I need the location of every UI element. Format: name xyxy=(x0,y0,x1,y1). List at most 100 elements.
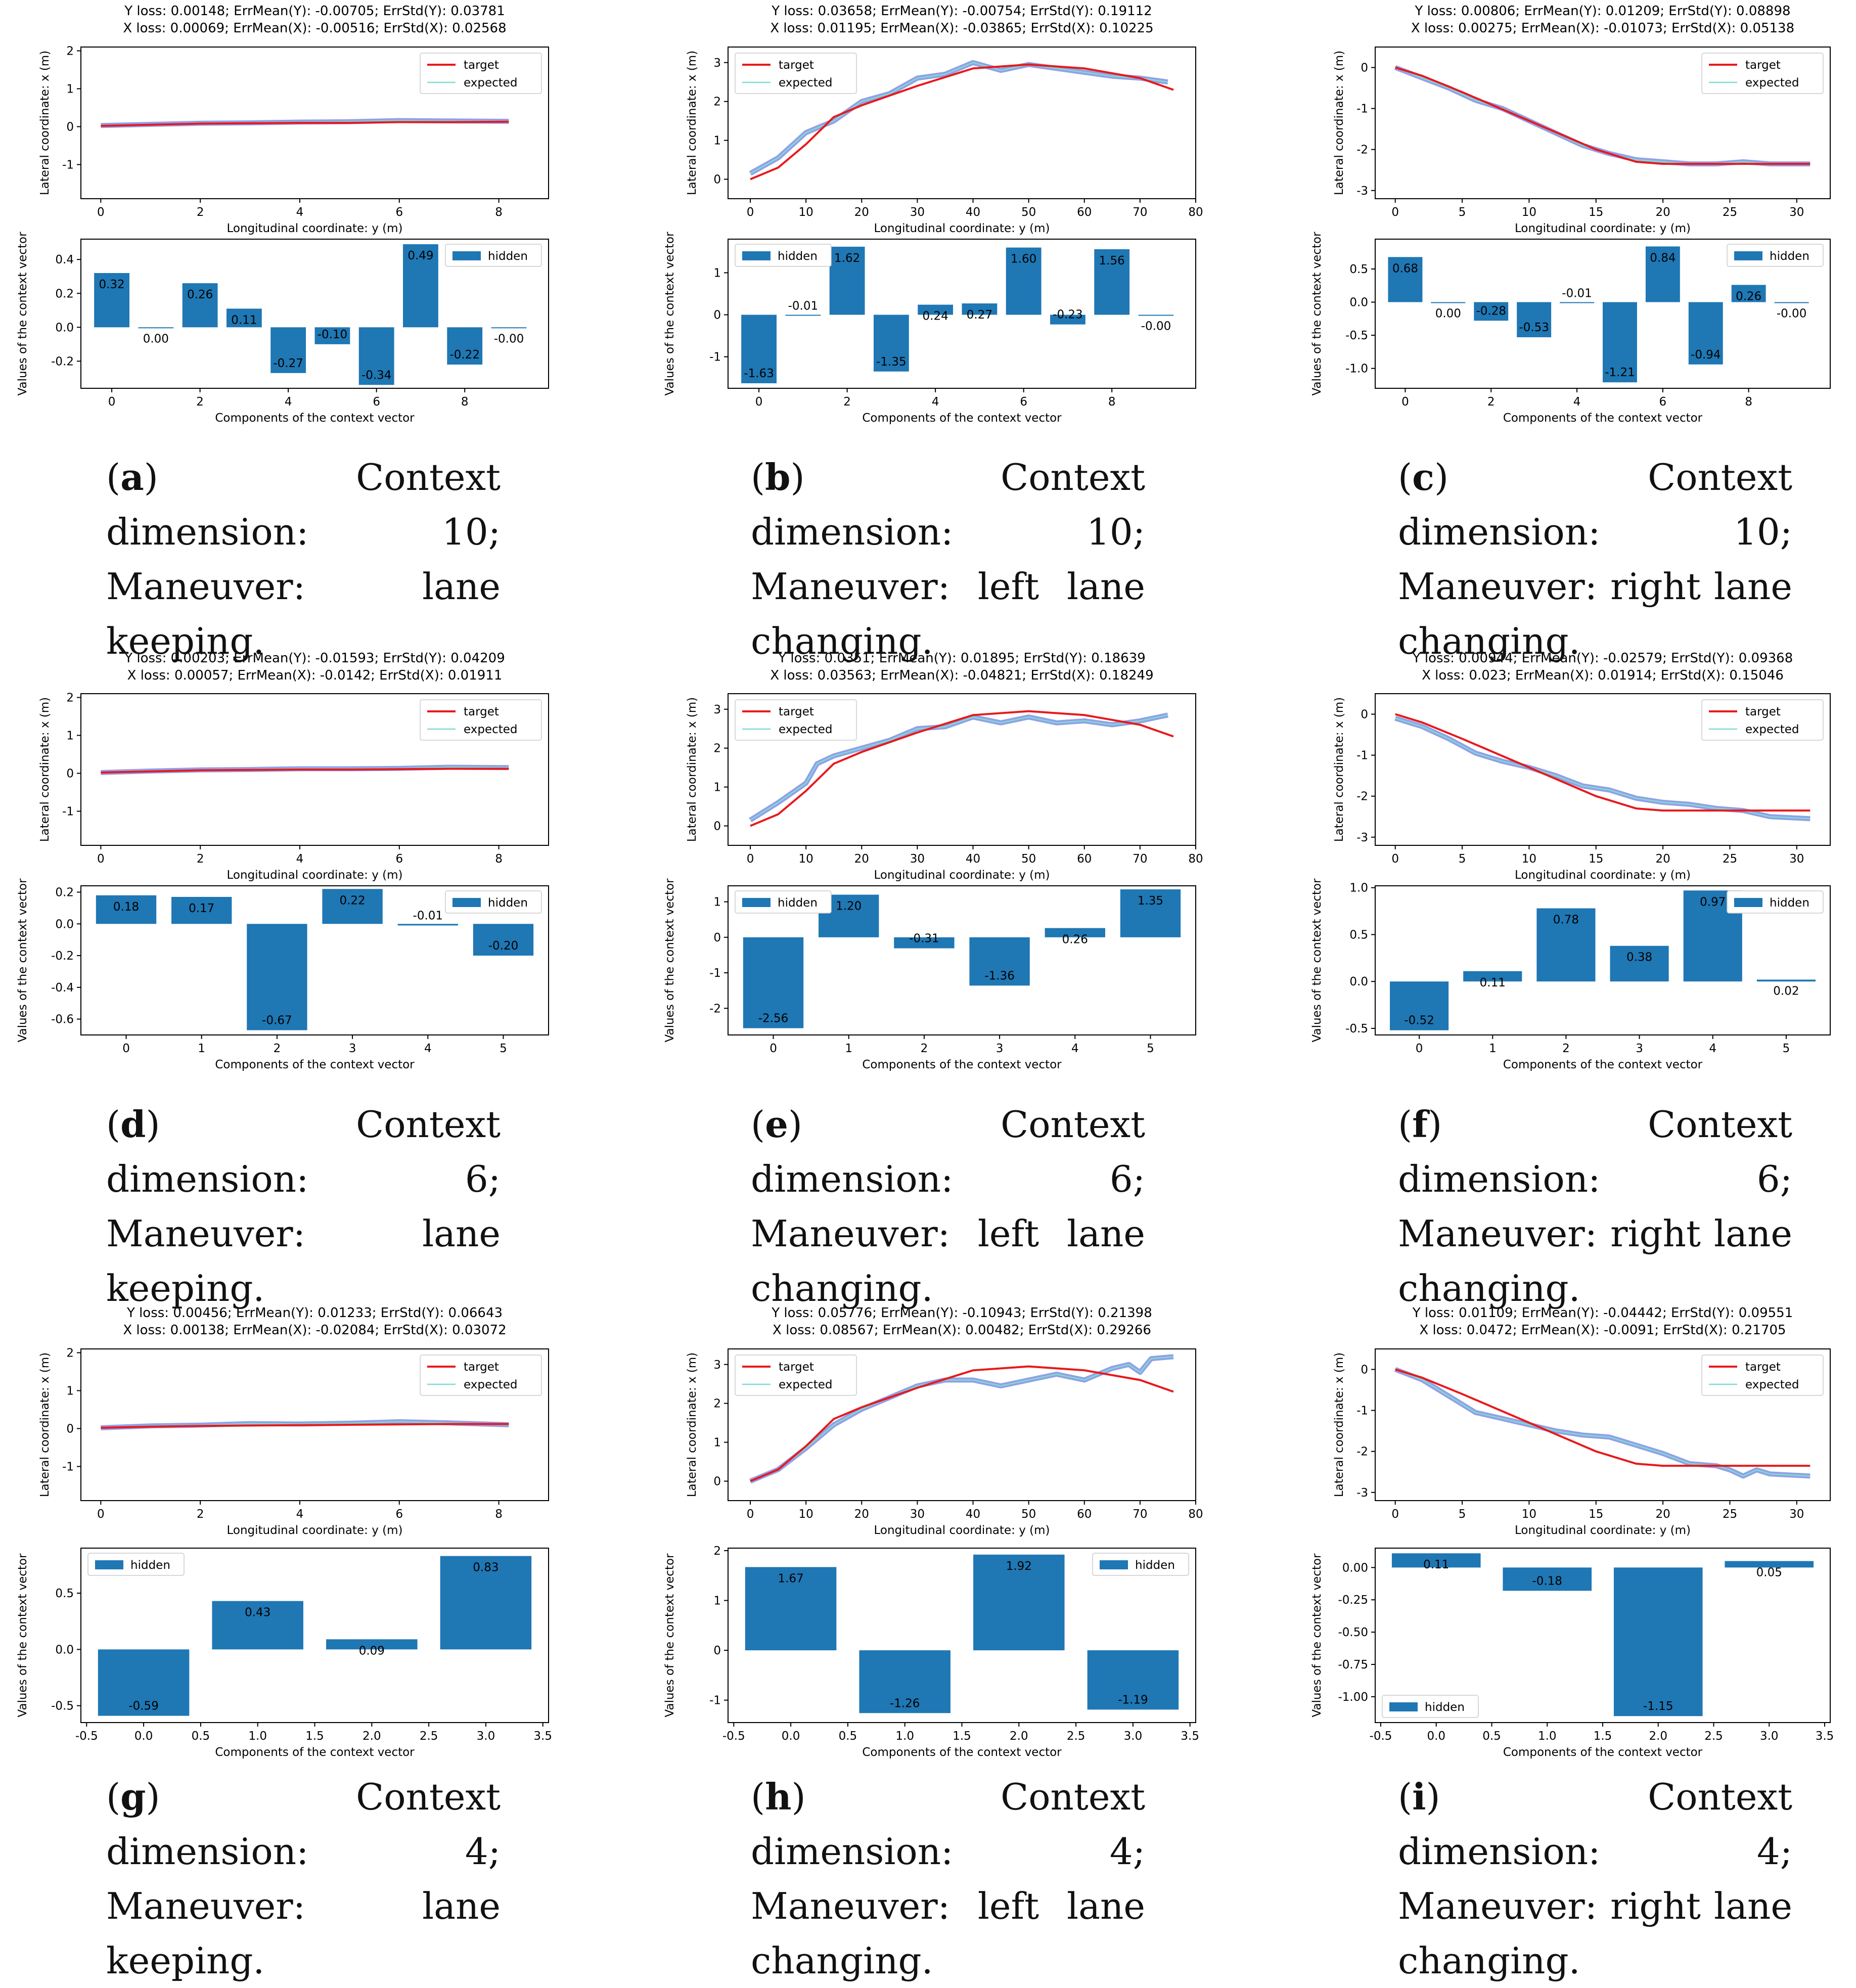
panel-title-line-1: Y loss: 0.00203; ErrMean(Y): -0.01593; E… xyxy=(124,651,505,666)
y-tick-label: -0.25 xyxy=(1338,1594,1368,1607)
bar-8 xyxy=(1731,285,1766,302)
panel-caption: (e) Context dimension: 6; Maneuver: left… xyxy=(751,1097,1145,1316)
y-tick-label: 1 xyxy=(713,266,721,280)
y-tick-label: -1 xyxy=(709,1694,721,1707)
y-tick-label: -3 xyxy=(1356,831,1368,844)
caption-paren-open: ( xyxy=(751,1776,765,1818)
y-tick-label: -0.2 xyxy=(51,355,74,368)
y-axis-label: Lateral coordinate: x (m) xyxy=(686,51,699,195)
bar-value-label: -0.59 xyxy=(128,1700,159,1713)
legend-hidden-label: hidden xyxy=(1425,1701,1465,1714)
caption-text: Context dimension: 4; Maneuver: left lan… xyxy=(751,1776,1145,1982)
x-tick-label: 3.0 xyxy=(1124,1730,1143,1743)
legend-target-label: target xyxy=(1745,1361,1781,1374)
y-tick-label: -0.5 xyxy=(1345,329,1368,342)
bar-2 xyxy=(973,1554,1065,1651)
y-tick-label: 0 xyxy=(713,309,721,322)
bar-value-label: 0.43 xyxy=(245,1606,270,1619)
bar-3 xyxy=(226,308,262,328)
y-axis-label: Lateral coordinate: x (m) xyxy=(38,1352,52,1497)
caption-paren-open: ( xyxy=(106,1103,121,1146)
y-tick-label: 3 xyxy=(713,703,721,716)
target-line xyxy=(101,1423,509,1429)
x-tick-label: 50 xyxy=(1021,1508,1036,1521)
x-tick-label: 0 xyxy=(97,206,105,219)
bar-value-label: -1.35 xyxy=(876,355,907,369)
figure: Y loss: 0.00148; ErrMean(Y): -0.00705; E… xyxy=(16,4,1834,1982)
y-axis-label: Lateral coordinate: x (m) xyxy=(1333,1352,1346,1497)
bar-value-label: -0.22 xyxy=(449,348,480,362)
y-tick-label: -2 xyxy=(1356,790,1368,803)
x-axis-label: Components of the context vector xyxy=(215,412,415,425)
x-tick-label: -0.5 xyxy=(75,1730,98,1743)
bar-4 xyxy=(918,304,954,315)
legend-target-label: target xyxy=(779,59,814,72)
y-tick-label: 1 xyxy=(713,781,721,794)
x-tick-label: 4 xyxy=(296,852,304,866)
y-tick-label: 0 xyxy=(713,1475,721,1488)
bar-1 xyxy=(1503,1567,1592,1591)
bar-value-label: 1.56 xyxy=(1099,254,1125,267)
caption-letter: a xyxy=(120,456,144,499)
x-tick-label: 5 xyxy=(1459,852,1466,866)
bar-value-label: 0.24 xyxy=(923,310,948,323)
legend-frame xyxy=(445,244,542,267)
x-tick-label: 2.5 xyxy=(1067,1730,1085,1743)
panel-title-line-1: Y loss: 0.00148; ErrMean(Y): -0.00705; E… xyxy=(124,4,505,19)
bar-2 xyxy=(1536,908,1596,982)
bar-value-label: -0.31 xyxy=(909,932,939,945)
x-tick-label: 4 xyxy=(296,206,304,219)
caption-paren-close: ) xyxy=(791,1776,806,1818)
x-axis-label: Longitudinal coordinate: y (m) xyxy=(1515,222,1691,235)
y-axis-label: Values of the context vector xyxy=(663,232,676,395)
panel-title-line-2: X loss: 0.00057; ErrMean(X): -0.0142; Er… xyxy=(127,668,503,683)
caption-paren-open: ( xyxy=(751,1103,765,1146)
x-tick-label: 1.5 xyxy=(1594,1730,1612,1743)
legend-frame xyxy=(87,1553,185,1576)
legend-hidden-swatch xyxy=(452,898,481,907)
panel-title-line-2: X loss: 0.0472; ErrMean(X): -0.0091; Err… xyxy=(1419,1323,1786,1338)
panel-caption: (f) Context dimension: 6; Maneuver: righ… xyxy=(1398,1097,1792,1316)
x-tick-label: 0 xyxy=(97,852,105,866)
x-axis-label: Components of the context vector xyxy=(215,1746,415,1759)
bar-value-label: -0.01 xyxy=(1562,287,1592,300)
expected-line xyxy=(750,714,1168,821)
x-axis-label: Components of the context vector xyxy=(1503,412,1703,425)
x-tick-label: 0.0 xyxy=(782,1730,800,1743)
legend-frame xyxy=(735,699,857,741)
bar-value-label: 0.18 xyxy=(113,900,139,914)
x-tick-label: 20 xyxy=(854,206,869,219)
bar-2 xyxy=(182,283,218,328)
legend-frame xyxy=(1727,244,1824,267)
legend-hidden-swatch xyxy=(1734,251,1762,260)
y-axis-label: Lateral coordinate: x (m) xyxy=(1333,697,1346,842)
x-axis-label: Longitudinal coordinate: y (m) xyxy=(874,1524,1050,1537)
x-tick-label: 0.5 xyxy=(192,1730,210,1743)
x-tick-label: 3 xyxy=(349,1042,356,1055)
caption-paren-close: ) xyxy=(146,1103,160,1146)
x-tick-label: 70 xyxy=(1133,852,1147,866)
x-tick-label: 5 xyxy=(1459,206,1466,219)
trajectory-legend: target expected xyxy=(420,1354,542,1396)
y-tick-label: 2 xyxy=(713,96,721,109)
panel-caption: (b) Context dimension: 10; Maneuver: lef… xyxy=(751,450,1145,668)
bar-1 xyxy=(1463,971,1522,982)
x-tick-label: 10 xyxy=(799,1508,813,1521)
caption-paren-open: ( xyxy=(106,1776,121,1818)
bar-value-label: -1.21 xyxy=(1605,366,1635,379)
legend-frame xyxy=(735,53,857,94)
y-axis-label: Values of the context vector xyxy=(663,1553,676,1717)
bar-legend: hidden xyxy=(735,244,832,267)
x-axis-label: Longitudinal coordinate: y (m) xyxy=(874,222,1050,235)
bar-value-label: 1.35 xyxy=(1138,894,1163,908)
x-tick-label: 5 xyxy=(1783,1042,1790,1055)
legend-frame xyxy=(420,1354,542,1396)
bar-value-label: -1.15 xyxy=(1643,1700,1673,1713)
caption-letter: i xyxy=(1412,1775,1426,1818)
bar-5 xyxy=(962,303,998,315)
legend-expected-label: expected xyxy=(1745,723,1799,736)
bar-0 xyxy=(96,895,157,924)
target-line xyxy=(750,63,1174,180)
caption-letter: f xyxy=(1412,1103,1428,1146)
x-axis-label: Components of the context vector xyxy=(1503,1746,1703,1759)
